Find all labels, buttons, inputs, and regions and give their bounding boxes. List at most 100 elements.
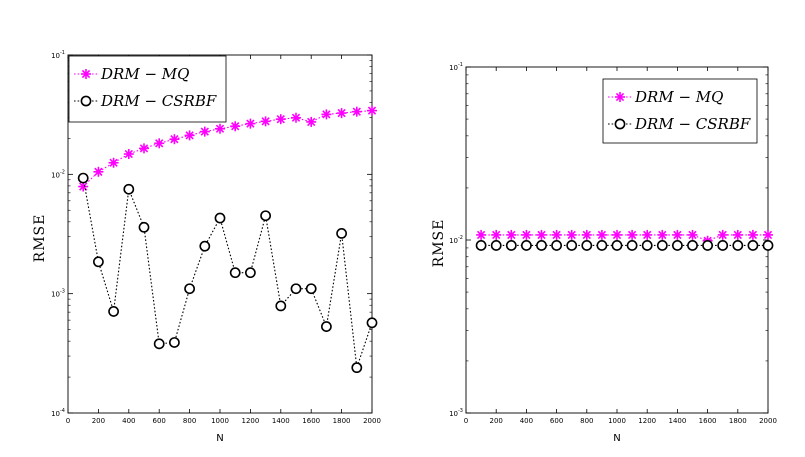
series-line bbox=[82, 177, 373, 368]
data-point-asterisk bbox=[275, 114, 286, 125]
data-point-asterisk bbox=[306, 116, 317, 127]
chart-panel-2: 10-110-210-30 200 400 600 800 1000 1200 1400 160… bbox=[431, 62, 777, 444]
x-tick-label: 200 bbox=[490, 417, 503, 425]
legend-box bbox=[68, 55, 227, 123]
y-axis-label: RMSE bbox=[32, 214, 48, 263]
y-tick-base: 10 bbox=[449, 410, 458, 418]
data-point-asterisk bbox=[230, 121, 241, 132]
legend-marker bbox=[81, 69, 91, 79]
data-point-circle bbox=[168, 337, 180, 348]
y-tick-base: 10 bbox=[449, 64, 458, 72]
x-tick-label: 1800 bbox=[333, 417, 351, 425]
data-point-circle bbox=[611, 240, 623, 251]
data-point-asterisk bbox=[184, 130, 195, 141]
data-point-circle bbox=[336, 227, 347, 239]
data-point-circle bbox=[551, 240, 562, 251]
data-point-asterisk bbox=[657, 229, 668, 240]
data-point-asterisk bbox=[521, 229, 532, 240]
data-point-circle bbox=[656, 240, 668, 251]
data-point-circle bbox=[260, 210, 271, 222]
data-point-circle bbox=[596, 240, 608, 251]
data-point-circle bbox=[351, 362, 363, 374]
y-tick-exponent: -1 bbox=[60, 50, 65, 56]
y-tick-exponent: -2 bbox=[60, 169, 65, 175]
x-axis-label: N bbox=[613, 433, 620, 444]
legend: DRM − MQ DRM − CSRBF bbox=[602, 78, 758, 144]
y-tick-label: 10-2 bbox=[51, 169, 65, 179]
data-point-circle bbox=[702, 240, 713, 251]
y-tick-exponent: -4 bbox=[60, 408, 65, 414]
data-point-asterisk bbox=[612, 229, 622, 240]
x-tick-label: 1800 bbox=[729, 417, 747, 425]
x-tick-label: 600 bbox=[550, 417, 563, 425]
data-point-asterisk bbox=[93, 166, 104, 177]
data-point-asterisk bbox=[581, 229, 592, 240]
data-point-circle bbox=[490, 240, 502, 251]
x-tick-label: 1200 bbox=[241, 417, 259, 425]
data-point-asterisk bbox=[536, 229, 547, 240]
data-point-circle bbox=[366, 317, 378, 329]
data-point-circle bbox=[320, 321, 332, 332]
data-point-asterisk bbox=[351, 106, 362, 117]
data-point-asterisk bbox=[199, 126, 210, 137]
series-drm-csrbf bbox=[475, 240, 774, 251]
data-point-asterisk bbox=[321, 109, 332, 120]
y-tick-label: 10-4 bbox=[51, 408, 65, 418]
y-tick-label: 10-1 bbox=[51, 50, 65, 60]
x-tick-label: 2000 bbox=[363, 417, 381, 425]
data-point-circle bbox=[244, 267, 256, 279]
x-tick-label: 200 bbox=[92, 417, 105, 425]
data-point-circle bbox=[521, 240, 532, 251]
y-tick-label: 10-3 bbox=[449, 408, 463, 418]
data-point-asterisk bbox=[566, 229, 577, 240]
x-tick-label: 400 bbox=[520, 417, 533, 425]
legend-marker bbox=[614, 118, 626, 130]
legend-label: DRM − MQ bbox=[100, 65, 189, 83]
y-tick-base: 10 bbox=[51, 291, 60, 299]
x-tick-label: 600 bbox=[153, 417, 166, 425]
data-point-circle bbox=[566, 240, 578, 251]
data-point-asterisk bbox=[732, 229, 743, 240]
legend-label: DRM − CSRBF bbox=[100, 92, 217, 110]
data-point-circle bbox=[687, 240, 698, 251]
x-tick-label: 1200 bbox=[638, 417, 656, 425]
data-point-circle bbox=[536, 240, 547, 251]
data-point-asterisk bbox=[291, 112, 301, 123]
data-point-circle bbox=[475, 240, 487, 251]
data-point-circle bbox=[153, 338, 165, 350]
series-drm-mq bbox=[78, 105, 377, 192]
data-point-circle bbox=[93, 256, 104, 268]
data-point-circle bbox=[305, 283, 317, 295]
x-tick-label: 0 bbox=[464, 417, 468, 425]
x-tick-label: 2000 bbox=[759, 417, 777, 425]
series-drm-mq bbox=[476, 229, 773, 246]
y-tick-base: 10 bbox=[449, 237, 458, 245]
x-tick-label: 400 bbox=[122, 417, 135, 425]
data-point-asterisk bbox=[154, 138, 165, 149]
data-point-circle bbox=[672, 240, 683, 251]
y-tick-base: 10 bbox=[51, 52, 60, 60]
y-tick-base: 10 bbox=[51, 171, 60, 179]
data-point-asterisk bbox=[491, 229, 502, 240]
data-point-asterisk bbox=[139, 143, 149, 154]
data-point-asterisk bbox=[747, 229, 758, 240]
data-point-circle bbox=[505, 240, 517, 251]
chart-panel-1: 10-110-210-310-40 200 400 600 800 1000 1200 140… bbox=[32, 50, 381, 444]
series-line bbox=[82, 110, 373, 187]
data-point-asterisk bbox=[506, 229, 517, 240]
legend-label: DRM − MQ bbox=[634, 88, 723, 106]
data-point-circle bbox=[747, 240, 759, 251]
y-tick-label: 10-3 bbox=[51, 289, 65, 299]
x-tick-label: 0 bbox=[66, 417, 70, 425]
series-drm-csrbf bbox=[77, 172, 378, 374]
x-tick-label: 1400 bbox=[668, 417, 686, 425]
data-point-asterisk bbox=[672, 229, 683, 240]
data-point-asterisk bbox=[596, 229, 607, 240]
x-tick-label: 1400 bbox=[272, 417, 290, 425]
data-point-asterisk bbox=[245, 118, 256, 129]
y-tick-exponent: -1 bbox=[458, 62, 463, 68]
y-tick-base: 10 bbox=[51, 410, 60, 418]
x-axis-label: N bbox=[216, 433, 223, 444]
data-point-circle bbox=[138, 221, 150, 233]
x-tick-label: 1000 bbox=[211, 417, 229, 425]
